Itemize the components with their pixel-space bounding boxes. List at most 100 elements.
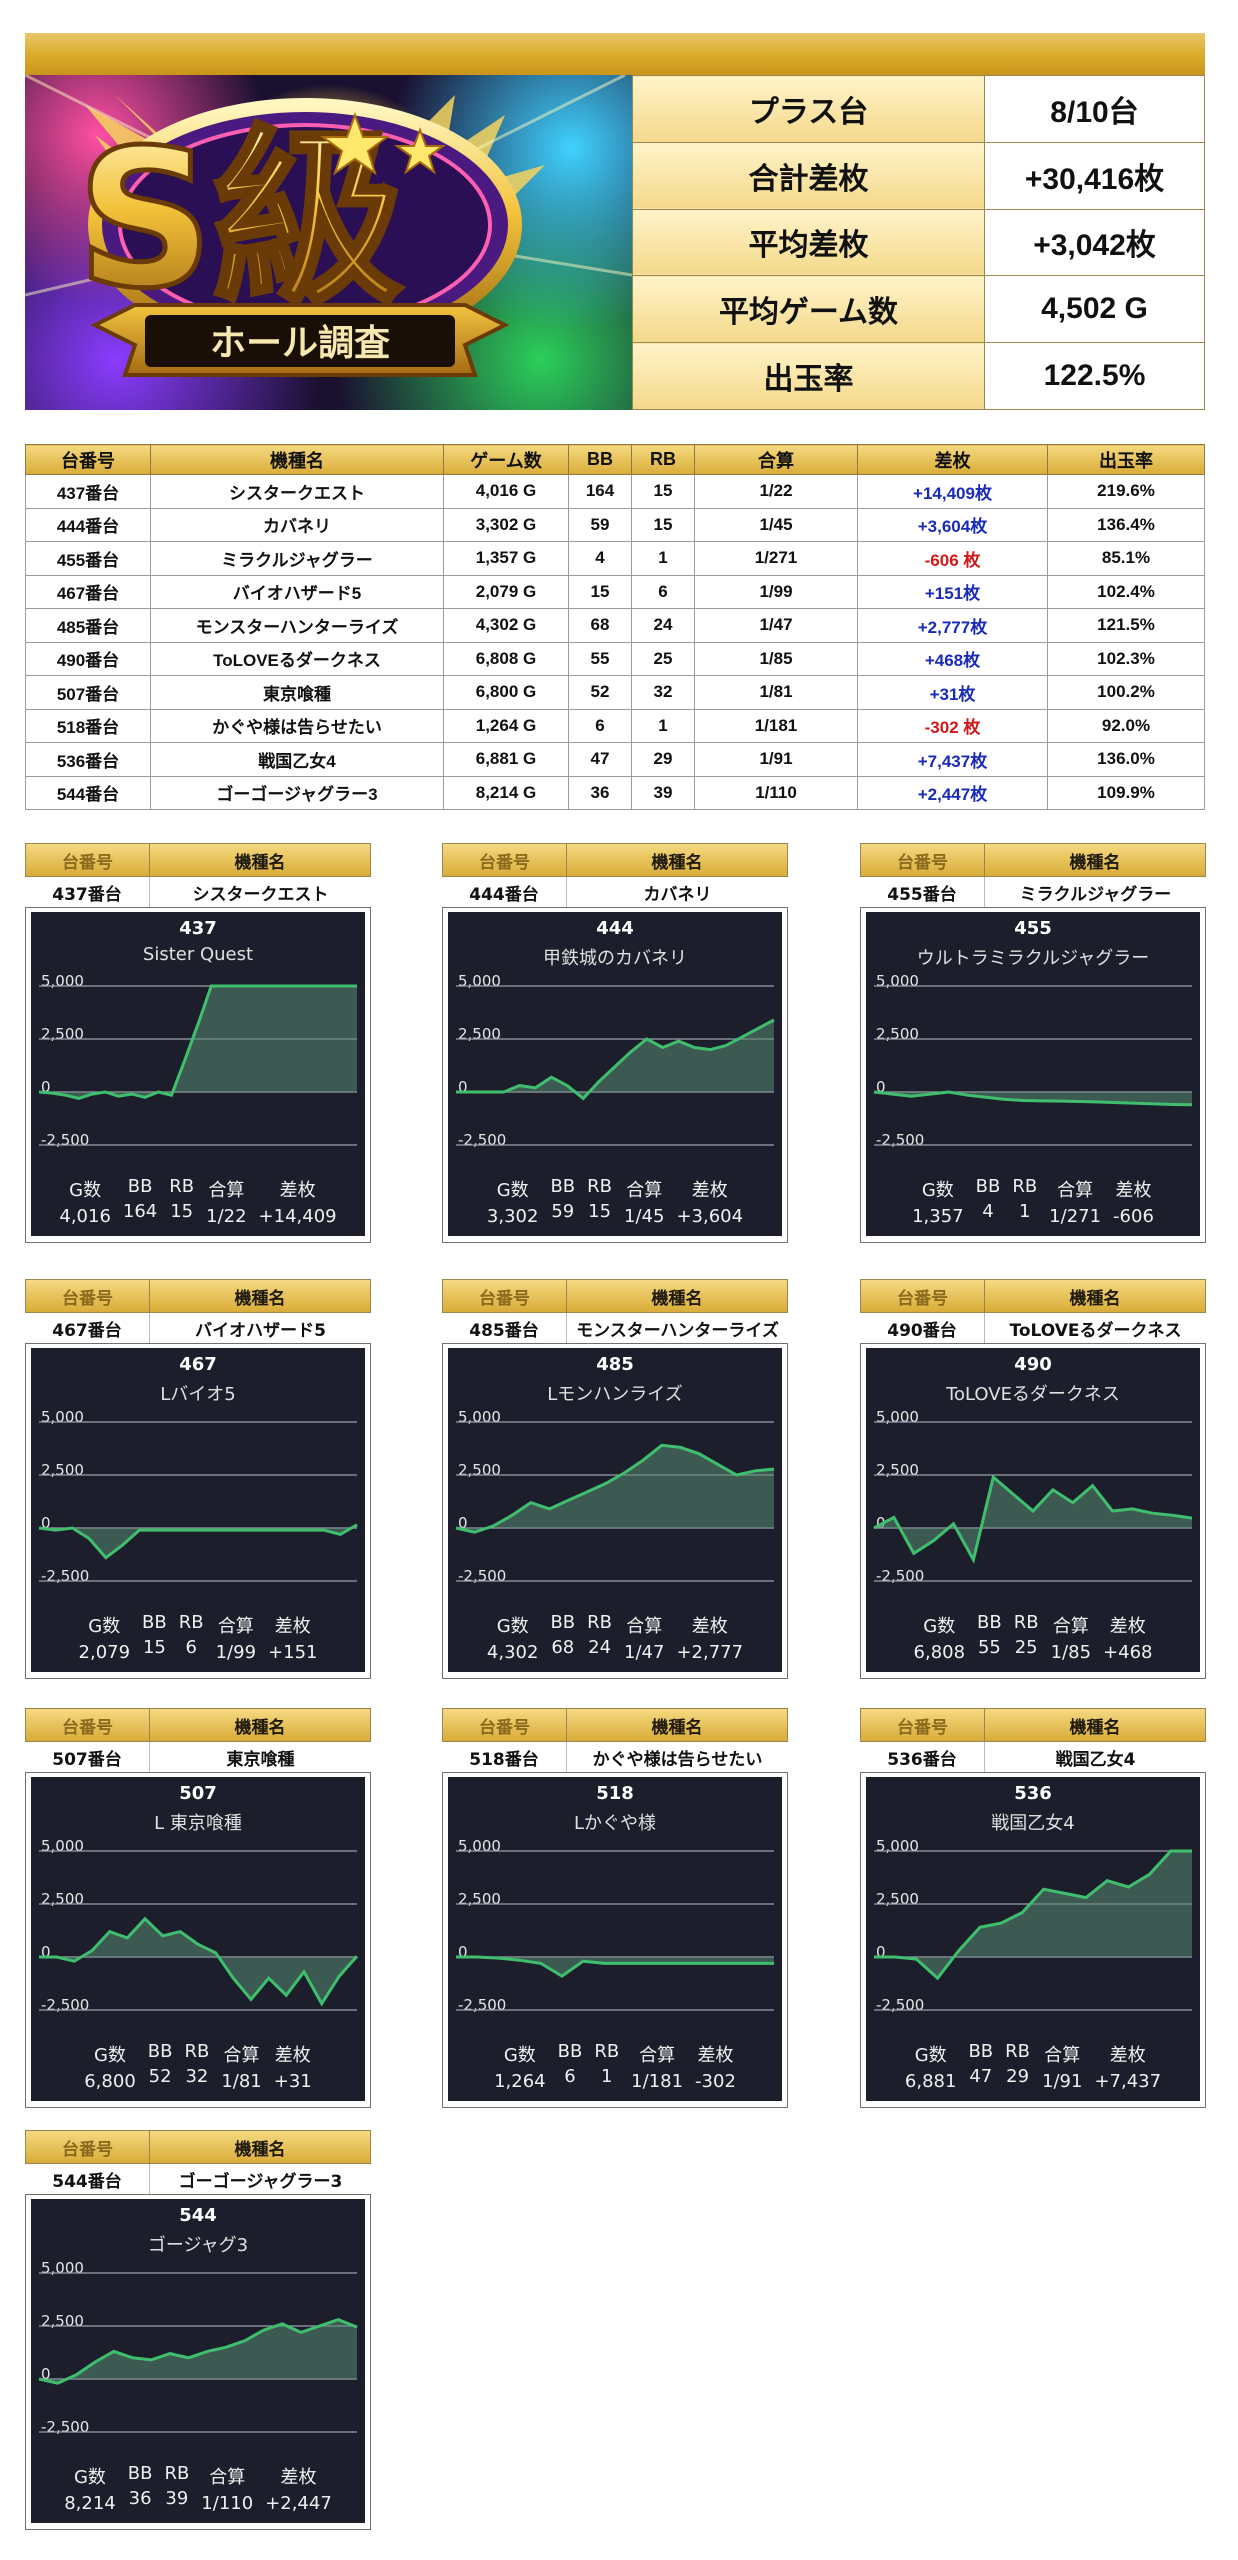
- stat-label: BB: [127, 1176, 153, 1197]
- table-header-row: 台番号 機種名 ゲーム数 BB RB 合算 差枚 出玉率: [25, 444, 1205, 475]
- graph-subtitle: Lバイオ5: [160, 1384, 236, 1405]
- card-machine-name: シスタークエスト: [150, 877, 371, 907]
- summary-row: 平均差枚 +3,042枚: [632, 208, 1205, 277]
- banner-artwork: S級 ホール調査: [25, 75, 632, 377]
- stat-column: 差枚 -302: [695, 2041, 736, 2092]
- graph-plot: [38, 2272, 358, 2433]
- table-row: 507番台 東京喰種 6,800 G 52 32 1/81 +31枚 100.2%: [25, 675, 1205, 710]
- stat-value: +151: [268, 1642, 318, 1663]
- y-tick-label: 0: [41, 1943, 51, 1961]
- cell-payout: 102.4%: [1047, 574, 1205, 609]
- cell-diff: +14,409枚: [857, 474, 1048, 509]
- stat-label: 合算: [1052, 1616, 1089, 1637]
- cell-games: 1,264 G: [443, 708, 569, 743]
- col-header: 差枚: [857, 444, 1048, 475]
- stat-column: 合算 1/110: [201, 2463, 253, 2514]
- summary-table: プラス台 8/10台 合計差枚 +30,416枚 平均差枚 +3,042枚 平均ゲーム…: [632, 75, 1205, 410]
- stat-label: RB: [587, 1612, 613, 1633]
- machine-graph-card: 台番号 機種名 490番台 ToLOVEるダークネス 490 ToLOVEるダークネス 5,…: [860, 1279, 1206, 1679]
- card-machine-number: 437番台: [25, 877, 150, 907]
- stat-column: BB 6: [558, 2041, 583, 2092]
- series-line: [38, 2318, 358, 2385]
- card-header: 台番号 機種名: [25, 2130, 371, 2164]
- graph-title: 485: [596, 1354, 634, 1375]
- stat-label: 合算: [1057, 1180, 1094, 1201]
- stat-label: 差枚: [274, 1616, 311, 1637]
- card-header-name-label: 機種名: [567, 843, 788, 877]
- card-machine-number: 444番台: [442, 877, 567, 907]
- cell-machine-name: 東京喰種: [150, 675, 444, 710]
- machine-graph-card: 台番号 機種名 467番台 バイオハザード5 467 Lバイオ5 5,000 2,500 0 -2…: [25, 1279, 371, 1679]
- stat-column: RB 24: [587, 1612, 612, 1663]
- stat-value: 59: [551, 1201, 575, 1222]
- stat-label: RB: [178, 1612, 204, 1633]
- stat-column: G数 2,079: [79, 1612, 131, 1663]
- cell-diff: +2,447枚: [857, 775, 1048, 810]
- graph-panel: 536 戦国乙女4 5,000 2,500 0 -2,500 G数 6,881 BB 47 RB 29…: [866, 1777, 1200, 2101]
- series-area: [874, 1851, 1192, 1979]
- cell-rb: 29: [631, 742, 695, 777]
- stat-value: 1/81: [221, 2071, 262, 2092]
- cell-bb: 36: [568, 775, 632, 810]
- stat-label: 合算: [626, 1180, 663, 1201]
- series-line: [456, 1955, 774, 1978]
- col-header: 出玉率: [1047, 444, 1205, 475]
- series-line: [38, 984, 357, 1100]
- card-header-name-label: 機種名: [150, 1708, 371, 1742]
- stat-value: 39: [165, 2488, 189, 2509]
- stat-column: RB 15: [169, 1176, 194, 1227]
- cell-payout: 219.6%: [1047, 474, 1205, 509]
- cell-payout: 92.0%: [1047, 708, 1205, 743]
- card-header-number-label: 台番号: [860, 1708, 985, 1742]
- cell-payout: 136.4%: [1047, 507, 1205, 542]
- y-tick-label: 0: [458, 1514, 468, 1532]
- machine-results-table: 台番号 機種名 ゲーム数 BB RB 合算 差枚 出玉率 437番台 シスタークエ…: [25, 444, 1205, 810]
- stat-label: 差枚: [1109, 1616, 1146, 1637]
- cell-bb: 68: [568, 608, 632, 643]
- stat-label: 差枚: [280, 2467, 317, 2488]
- summary-label: プラス台: [632, 75, 985, 143]
- card-machine-row: 490番台 ToLOVEるダークネス: [860, 1313, 1206, 1343]
- cell-rb: 15: [631, 507, 695, 542]
- series-line: [873, 1090, 1193, 1107]
- s-class-banner: S級 ホール調査: [25, 75, 632, 410]
- card-machine-row: 544番台 ゴーゴージャグラー3: [25, 2164, 371, 2194]
- stat-column: RB 25: [1014, 1612, 1039, 1663]
- stat-label: 合算: [223, 2045, 260, 2066]
- stat-label: RB: [1012, 1176, 1038, 1197]
- top-gold-band: [25, 33, 1205, 75]
- stat-column: RB 15: [587, 1176, 612, 1227]
- y-tick-label: 0: [876, 1078, 886, 1096]
- cell-machine-number: 455番台: [25, 541, 151, 576]
- stat-value: 1/91: [1042, 2071, 1083, 2092]
- cell-rb: 1: [631, 541, 695, 576]
- cell-games: 6,808 G: [443, 641, 569, 676]
- graph-panel: 437 Sister Quest 5,000 2,500 0 -2,500 G数 4,016 B…: [31, 912, 365, 1236]
- stat-value: 2,079: [78, 1642, 131, 1663]
- cell-machine-name: カバネリ: [150, 507, 444, 542]
- stat-value: 4,016: [59, 1206, 111, 1227]
- stat-column: G数 1,357: [912, 1176, 964, 1227]
- cell-diff: -606 枚: [857, 541, 1048, 576]
- cell-machine-name: ミラクルジャグラー: [150, 541, 444, 576]
- graph-title: 544: [179, 2205, 217, 2226]
- card-machine-row: 518番台 かぐや様は告らせたい: [442, 1742, 788, 1772]
- cell-diff: +2,777枚: [857, 608, 1048, 643]
- stat-label: G数: [69, 1180, 102, 1201]
- stat-label: 合算: [209, 2467, 246, 2488]
- cell-diff: +151枚: [857, 574, 1048, 609]
- summary-value: +3,042枚: [984, 208, 1205, 277]
- series-line: [455, 1443, 775, 1534]
- table-row: 518番台 かぐや様は告らせたい 1,264 G 6 1 1/181 -302 枚 92.0%: [25, 708, 1205, 743]
- cell-games: 4,302 G: [443, 608, 569, 643]
- stat-label: 合算: [1044, 2045, 1081, 2066]
- stat-value: 6: [564, 2066, 576, 2087]
- cell-bb: 59: [568, 507, 632, 542]
- card-header: 台番号 機種名: [442, 843, 788, 877]
- table-row: 536番台 戦国乙女4 6,881 G 47 29 1/91 +7,437枚 136.0%: [25, 742, 1205, 777]
- cell-machine-number: 467番台: [25, 574, 151, 609]
- cell-combined: 1/271: [694, 541, 858, 576]
- stat-column: 合算 1/81: [221, 2041, 261, 2092]
- cell-payout: 109.9%: [1047, 775, 1205, 810]
- cell-games: 4,016 G: [443, 474, 569, 509]
